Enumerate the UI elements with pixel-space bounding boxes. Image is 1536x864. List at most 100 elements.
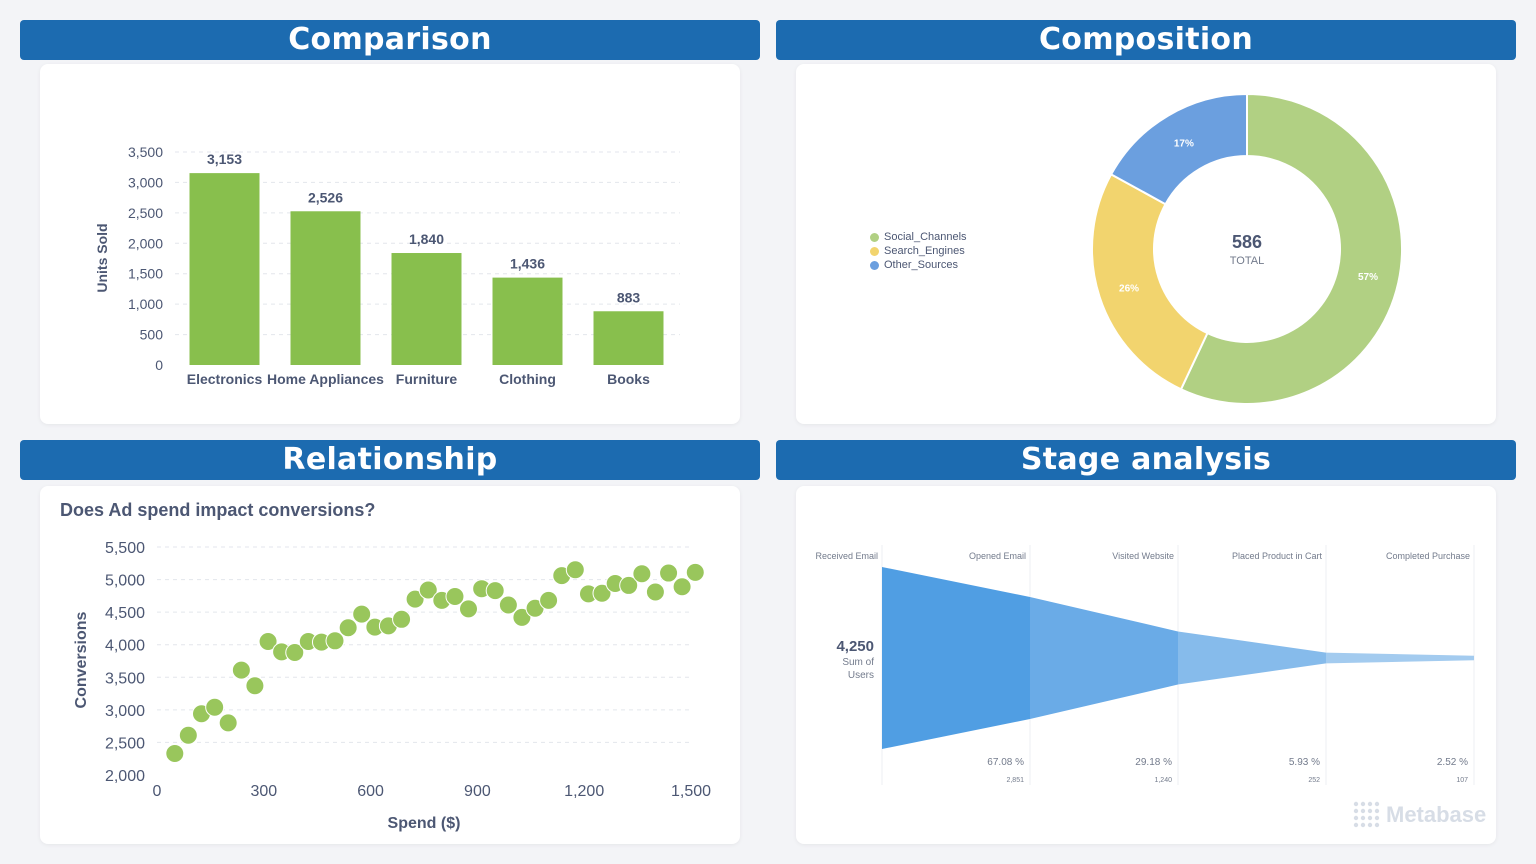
relationship-banner: Relationship <box>20 440 760 480</box>
scatter-point <box>498 595 518 615</box>
scatter-point <box>258 631 278 651</box>
legend-label: Search_Engines <box>884 245 965 257</box>
scatter-x-axis-label: Spend ($) <box>388 815 461 832</box>
scatter-point <box>645 582 665 602</box>
funnel-count-label: 1,240 <box>1154 777 1172 784</box>
metabase-logo-icon <box>1353 801 1380 828</box>
scatter-y-tick-label: 4,500 <box>105 605 145 622</box>
bar <box>391 253 462 365</box>
legend-dot-social <box>870 232 879 242</box>
scatter-x-tick-label: 600 <box>357 783 384 800</box>
donut-chart: 57% 26% 17% 586 TOTAL <box>1091 92 1403 405</box>
bar-y-tick-label: 2,000 <box>128 235 163 251</box>
metabase-logo-text: Metabase <box>1386 802 1487 827</box>
funnel-segment <box>1326 652 1474 664</box>
donut-slice <box>1091 172 1209 391</box>
funnel-pct-label: 67.08 % <box>987 757 1024 768</box>
legend-label: Social_Channels <box>884 231 967 243</box>
funnel-stage-label: Completed Purchase <box>1386 551 1470 561</box>
scatter-x-tick-label: 0 <box>153 783 162 800</box>
scatter-point <box>231 660 251 680</box>
scatter-y-tick-label: 5,500 <box>105 540 145 557</box>
bar-y-tick-label: 3,500 <box>128 144 163 160</box>
scatter-point <box>565 560 585 580</box>
scatter-point <box>485 581 505 601</box>
scatter-x-tick-label: 900 <box>464 783 491 800</box>
scatter-point <box>632 564 652 584</box>
funnel-stage-label: Placed Product in Cart <box>1232 551 1323 561</box>
bar-value-label: 883 <box>617 289 641 305</box>
funnel-stage-label: Opened Email <box>969 551 1026 561</box>
bar-value-label: 1,436 <box>510 256 545 272</box>
funnel-count-label: 252 <box>1308 777 1320 784</box>
bar-x-tick-label: Electronics <box>187 371 263 387</box>
scatter-point <box>445 587 465 607</box>
bar-y-tick-label: 0 <box>155 357 163 373</box>
scatter-point <box>512 607 532 627</box>
bar-y-tick-label: 3,000 <box>128 174 163 190</box>
scatter-chart-card <box>40 486 740 844</box>
scatter-y-axis-label: Conversions <box>73 611 90 708</box>
scatter-y-tick-label: 5,000 <box>105 573 145 590</box>
bar-x-tick-label: Books <box>607 371 650 387</box>
bar-value-label: 2,526 <box>308 189 343 205</box>
funnel-segment <box>882 567 1030 749</box>
scatter-point <box>245 676 265 696</box>
funnel-segment <box>1178 631 1326 685</box>
scatter-point <box>205 697 225 717</box>
legend-item-search[interactable]: Search_Engines <box>870 244 967 258</box>
scatter-title: Does Ad spend impact conversions? <box>60 500 376 520</box>
stage-analysis-banner: Stage analysis <box>776 440 1516 480</box>
funnel-stage-label: Received Email <box>815 551 878 561</box>
funnel-first-value: 4,250 <box>836 638 874 655</box>
donut-slice-label: 26% <box>1119 283 1139 294</box>
scatter-point <box>685 562 705 582</box>
comparison-banner: Comparison <box>20 20 760 60</box>
donut-slice <box>1109 92 1248 206</box>
legend-dot-search <box>870 246 879 256</box>
scatter-point <box>619 575 639 595</box>
scatter-y-tick-label: 4,000 <box>105 638 145 655</box>
scatter-point <box>405 589 425 609</box>
funnel-pct-label: 2.52 % <box>1437 757 1468 768</box>
bar <box>189 173 260 365</box>
scatter-point <box>392 609 412 629</box>
scatter-point <box>672 577 692 597</box>
bar-y-tick-label: 500 <box>140 327 164 343</box>
funnel-pct-label: 5.93 % <box>1289 757 1320 768</box>
scatter-point <box>418 580 438 600</box>
scatter-point <box>338 618 358 638</box>
scatter-x-tick-label: 300 <box>250 783 277 800</box>
metabase-logo: Metabase <box>1352 800 1486 830</box>
donut-slice-label: 17% <box>1174 138 1194 149</box>
funnel-stage-label: Visited Website <box>1112 551 1174 561</box>
scatter-point <box>659 563 679 583</box>
legend-item-other[interactable]: Other_Sources <box>870 258 967 272</box>
funnel-segment <box>1030 596 1178 720</box>
legend-dot-other <box>870 260 879 270</box>
scatter-point <box>592 583 612 603</box>
donut-slice-label: 57% <box>1358 272 1378 283</box>
donut-legend: Social_Channels Search_Engines Other_Sou… <box>870 230 967 272</box>
legend-item-social[interactable]: Social_Channels <box>870 230 967 244</box>
bar-x-tick-label: Furniture <box>396 371 458 387</box>
bar-y-tick-label: 1,000 <box>128 296 163 312</box>
scatter-x-tick-label: 1,500 <box>671 783 711 800</box>
scatter-y-tick-label: 3,000 <box>105 703 145 720</box>
scatter-point <box>285 643 305 663</box>
scatter-point <box>459 599 478 619</box>
bar <box>492 277 563 365</box>
legend-label: Other_Sources <box>884 259 958 271</box>
scatter-x-tick-label: 1,200 <box>564 783 604 800</box>
scatter-y-tick-label: 3,500 <box>105 670 145 687</box>
bar-y-tick-label: 2,500 <box>128 205 163 221</box>
funnel-first-caption: Sum of <box>842 657 874 668</box>
composition-banner: Composition <box>776 20 1516 60</box>
bar-x-tick-label: Home Appliances <box>267 371 384 387</box>
bar <box>593 311 664 365</box>
donut-total-value: 586 <box>1232 232 1262 252</box>
funnel-pct-label: 29.18 % <box>1135 757 1172 768</box>
scatter-y-tick-label: 2,000 <box>105 768 145 785</box>
